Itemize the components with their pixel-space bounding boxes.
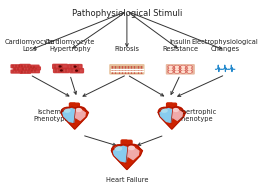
FancyBboxPatch shape <box>11 65 22 68</box>
FancyBboxPatch shape <box>68 65 82 69</box>
Ellipse shape <box>60 70 62 71</box>
Ellipse shape <box>182 71 185 72</box>
Text: Pathophysiological Stimuli: Pathophysiological Stimuli <box>72 9 182 18</box>
FancyBboxPatch shape <box>53 64 68 69</box>
Ellipse shape <box>174 66 179 68</box>
FancyBboxPatch shape <box>29 65 39 68</box>
Ellipse shape <box>168 66 173 68</box>
Text: Insulin
Resistance: Insulin Resistance <box>162 39 198 52</box>
Ellipse shape <box>127 144 139 154</box>
Ellipse shape <box>187 66 192 68</box>
FancyBboxPatch shape <box>70 69 83 73</box>
Ellipse shape <box>181 66 186 68</box>
Ellipse shape <box>112 145 127 155</box>
Ellipse shape <box>182 66 185 68</box>
Ellipse shape <box>175 66 179 68</box>
Polygon shape <box>173 110 182 120</box>
Ellipse shape <box>175 71 179 72</box>
Text: Hypertrophic
Phenotype: Hypertrophic Phenotype <box>173 108 216 122</box>
Ellipse shape <box>188 66 191 68</box>
Ellipse shape <box>174 71 179 73</box>
Text: Fibrosis: Fibrosis <box>114 46 139 52</box>
Ellipse shape <box>59 66 61 67</box>
FancyBboxPatch shape <box>54 68 69 73</box>
Ellipse shape <box>188 69 191 70</box>
Polygon shape <box>160 109 173 122</box>
Ellipse shape <box>61 107 74 116</box>
Ellipse shape <box>169 71 172 72</box>
Ellipse shape <box>169 66 172 68</box>
Ellipse shape <box>181 68 186 70</box>
Ellipse shape <box>74 107 86 115</box>
Ellipse shape <box>172 107 183 115</box>
FancyBboxPatch shape <box>31 67 40 70</box>
Polygon shape <box>158 107 185 129</box>
FancyBboxPatch shape <box>20 70 31 73</box>
Ellipse shape <box>181 71 186 73</box>
Ellipse shape <box>129 146 134 150</box>
FancyBboxPatch shape <box>69 103 75 110</box>
Ellipse shape <box>115 147 122 150</box>
FancyBboxPatch shape <box>13 67 23 70</box>
Ellipse shape <box>182 69 185 70</box>
Text: Heart Failure: Heart Failure <box>106 177 148 183</box>
FancyBboxPatch shape <box>166 103 172 110</box>
Ellipse shape <box>158 107 171 116</box>
FancyBboxPatch shape <box>74 103 79 109</box>
Ellipse shape <box>174 68 179 70</box>
Polygon shape <box>61 107 88 129</box>
Ellipse shape <box>175 69 179 70</box>
FancyBboxPatch shape <box>20 65 30 67</box>
Text: Cardiomyocyte
Loss: Cardiomyocyte Loss <box>4 39 55 52</box>
Polygon shape <box>75 110 85 120</box>
Ellipse shape <box>169 69 172 70</box>
Ellipse shape <box>173 109 178 111</box>
Text: Electrophysiological
Changes: Electrophysiological Changes <box>192 39 259 52</box>
Text: Ischemic
Phenotype: Ischemic Phenotype <box>34 108 69 122</box>
FancyBboxPatch shape <box>22 68 32 70</box>
Ellipse shape <box>187 71 192 73</box>
FancyBboxPatch shape <box>166 65 194 74</box>
Ellipse shape <box>76 109 81 111</box>
FancyBboxPatch shape <box>127 140 132 146</box>
Polygon shape <box>113 146 128 162</box>
Ellipse shape <box>161 109 167 112</box>
FancyBboxPatch shape <box>110 65 144 74</box>
Ellipse shape <box>74 66 76 67</box>
FancyBboxPatch shape <box>11 70 22 73</box>
Ellipse shape <box>188 71 191 72</box>
FancyBboxPatch shape <box>30 70 39 73</box>
Ellipse shape <box>76 70 78 71</box>
Polygon shape <box>63 109 75 122</box>
Ellipse shape <box>187 68 192 70</box>
Text: Cardiomyocyte
Hypertrophy: Cardiomyocyte Hypertrophy <box>45 39 95 52</box>
Ellipse shape <box>64 109 70 112</box>
Ellipse shape <box>168 68 173 70</box>
Polygon shape <box>128 147 139 160</box>
Ellipse shape <box>168 71 173 73</box>
FancyBboxPatch shape <box>171 103 176 109</box>
Polygon shape <box>112 144 142 170</box>
FancyBboxPatch shape <box>121 140 127 148</box>
